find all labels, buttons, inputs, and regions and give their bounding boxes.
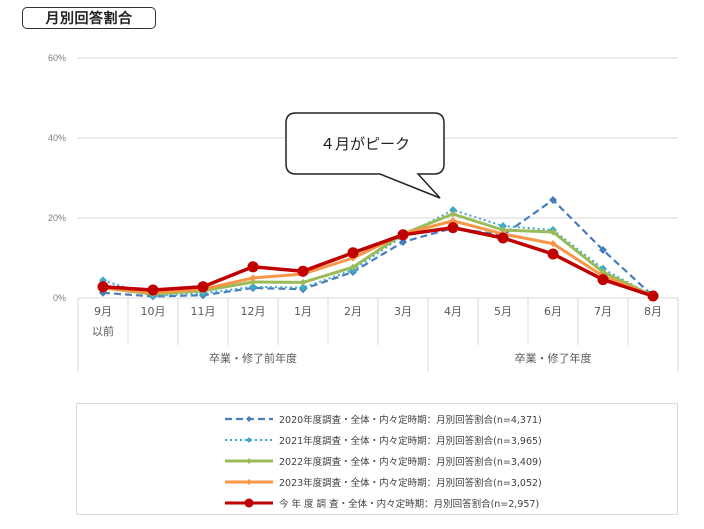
x-tick-label: 9月: [94, 305, 112, 318]
data-point: [449, 206, 457, 214]
x-tick-label: 1月: [294, 305, 312, 318]
x-tick-label: 以前: [92, 324, 114, 338]
series-line: [102, 225, 654, 298]
series-line: [102, 219, 654, 298]
series-4: [97, 222, 659, 302]
data-point: [549, 196, 557, 204]
data-point: [249, 274, 257, 282]
series-line: [102, 209, 654, 297]
legend-item: 2023年度調査・全体・内々定時期：月別回答割合(n=3,052): [223, 475, 542, 489]
x-tick-label: 10月: [141, 305, 166, 318]
legend-swatch-icon: [225, 458, 273, 464]
chart-legend: 2020年度調査・全体・内々定時期：月別回答割合(n=4,371) 2021年度調…: [76, 403, 678, 515]
data-point: [447, 222, 459, 234]
legend-item: 今 年 度 調 査・全体・内々定時期：月別回答割合(n=2,957): [223, 496, 539, 510]
data-point: [349, 263, 357, 271]
y-tick-label: 60%: [48, 53, 66, 63]
data-point: [297, 265, 309, 277]
y-tick-label: 0%: [53, 293, 66, 303]
data-point: [299, 283, 307, 292]
legend-label: 2021年度調査・全体・内々定時期：月別回答割合(n=3,965): [279, 436, 542, 447]
x-group-label: 卒業・修了年度: [515, 351, 592, 365]
x-tick-label: 6月: [544, 305, 562, 318]
x-tick-label: 8月: [644, 305, 662, 318]
data-point: [647, 290, 659, 302]
y-tick-label: 20%: [48, 213, 66, 223]
data-point: [449, 210, 457, 218]
data-point: [499, 226, 507, 234]
data-point: [97, 281, 109, 293]
data-point: [299, 278, 307, 286]
data-point: [599, 246, 607, 254]
x-tick-label: 4月: [444, 305, 462, 318]
chart-title: 月別回答割合: [22, 7, 156, 29]
x-group-label: 卒業・修了前年度: [209, 351, 297, 365]
data-point: [247, 261, 259, 273]
data-point: [147, 284, 159, 296]
legend-item: 2021年度調査・全体・内々定時期：月別回答割合(n=3,965): [223, 433, 542, 447]
data-point: [249, 278, 257, 286]
data-point: [549, 240, 557, 248]
data-point: [347, 247, 359, 259]
data-point: [397, 229, 409, 241]
legend-swatch-icon: [225, 437, 273, 443]
x-tick-label: 3月: [394, 305, 412, 318]
legend-label: 2023年度調査・全体・内々定時期：月別回答割合(n=3,052): [279, 478, 542, 489]
data-point: [549, 228, 557, 236]
data-point: [249, 282, 257, 291]
x-tick-label: 2月: [344, 305, 362, 318]
y-tick-label: 40%: [48, 133, 66, 143]
series-line: [102, 198, 654, 298]
data-point: [597, 274, 609, 286]
x-tick-label: 5月: [494, 305, 512, 318]
callout-bubble: ４月がピーク: [285, 112, 445, 199]
data-point: [547, 248, 559, 260]
series-1: [99, 206, 657, 300]
legend-item: 2022年度調査・全体・内々定時期：月別回答割合(n=3,409): [223, 454, 542, 468]
legend-swatch-icon: [225, 479, 273, 485]
callout-text: ４月がピーク: [320, 135, 410, 153]
legend-swatch-icon: [225, 416, 273, 422]
series-line: [102, 212, 654, 298]
x-tick-label: 12月: [241, 305, 266, 318]
data-point: [399, 238, 407, 246]
legend-swatch-icon: [225, 498, 273, 508]
legend-label: 2022年度調査・全体・内々定時期：月別回答割合(n=3,409): [279, 457, 542, 468]
x-tick-label: 11月: [191, 305, 216, 318]
legend-item: 2020年度調査・全体・内々定時期：月別回答割合(n=4,371): [223, 412, 542, 426]
legend-label: 今 年 度 調 査・全体・内々定時期：月別回答割合(n=2,957): [279, 499, 540, 510]
legend-label: 2020年度調査・全体・内々定時期：月別回答割合(n=4,371): [279, 415, 542, 426]
data-point: [197, 281, 209, 293]
x-tick-label: 7月: [594, 305, 612, 318]
data-point: [497, 232, 509, 244]
